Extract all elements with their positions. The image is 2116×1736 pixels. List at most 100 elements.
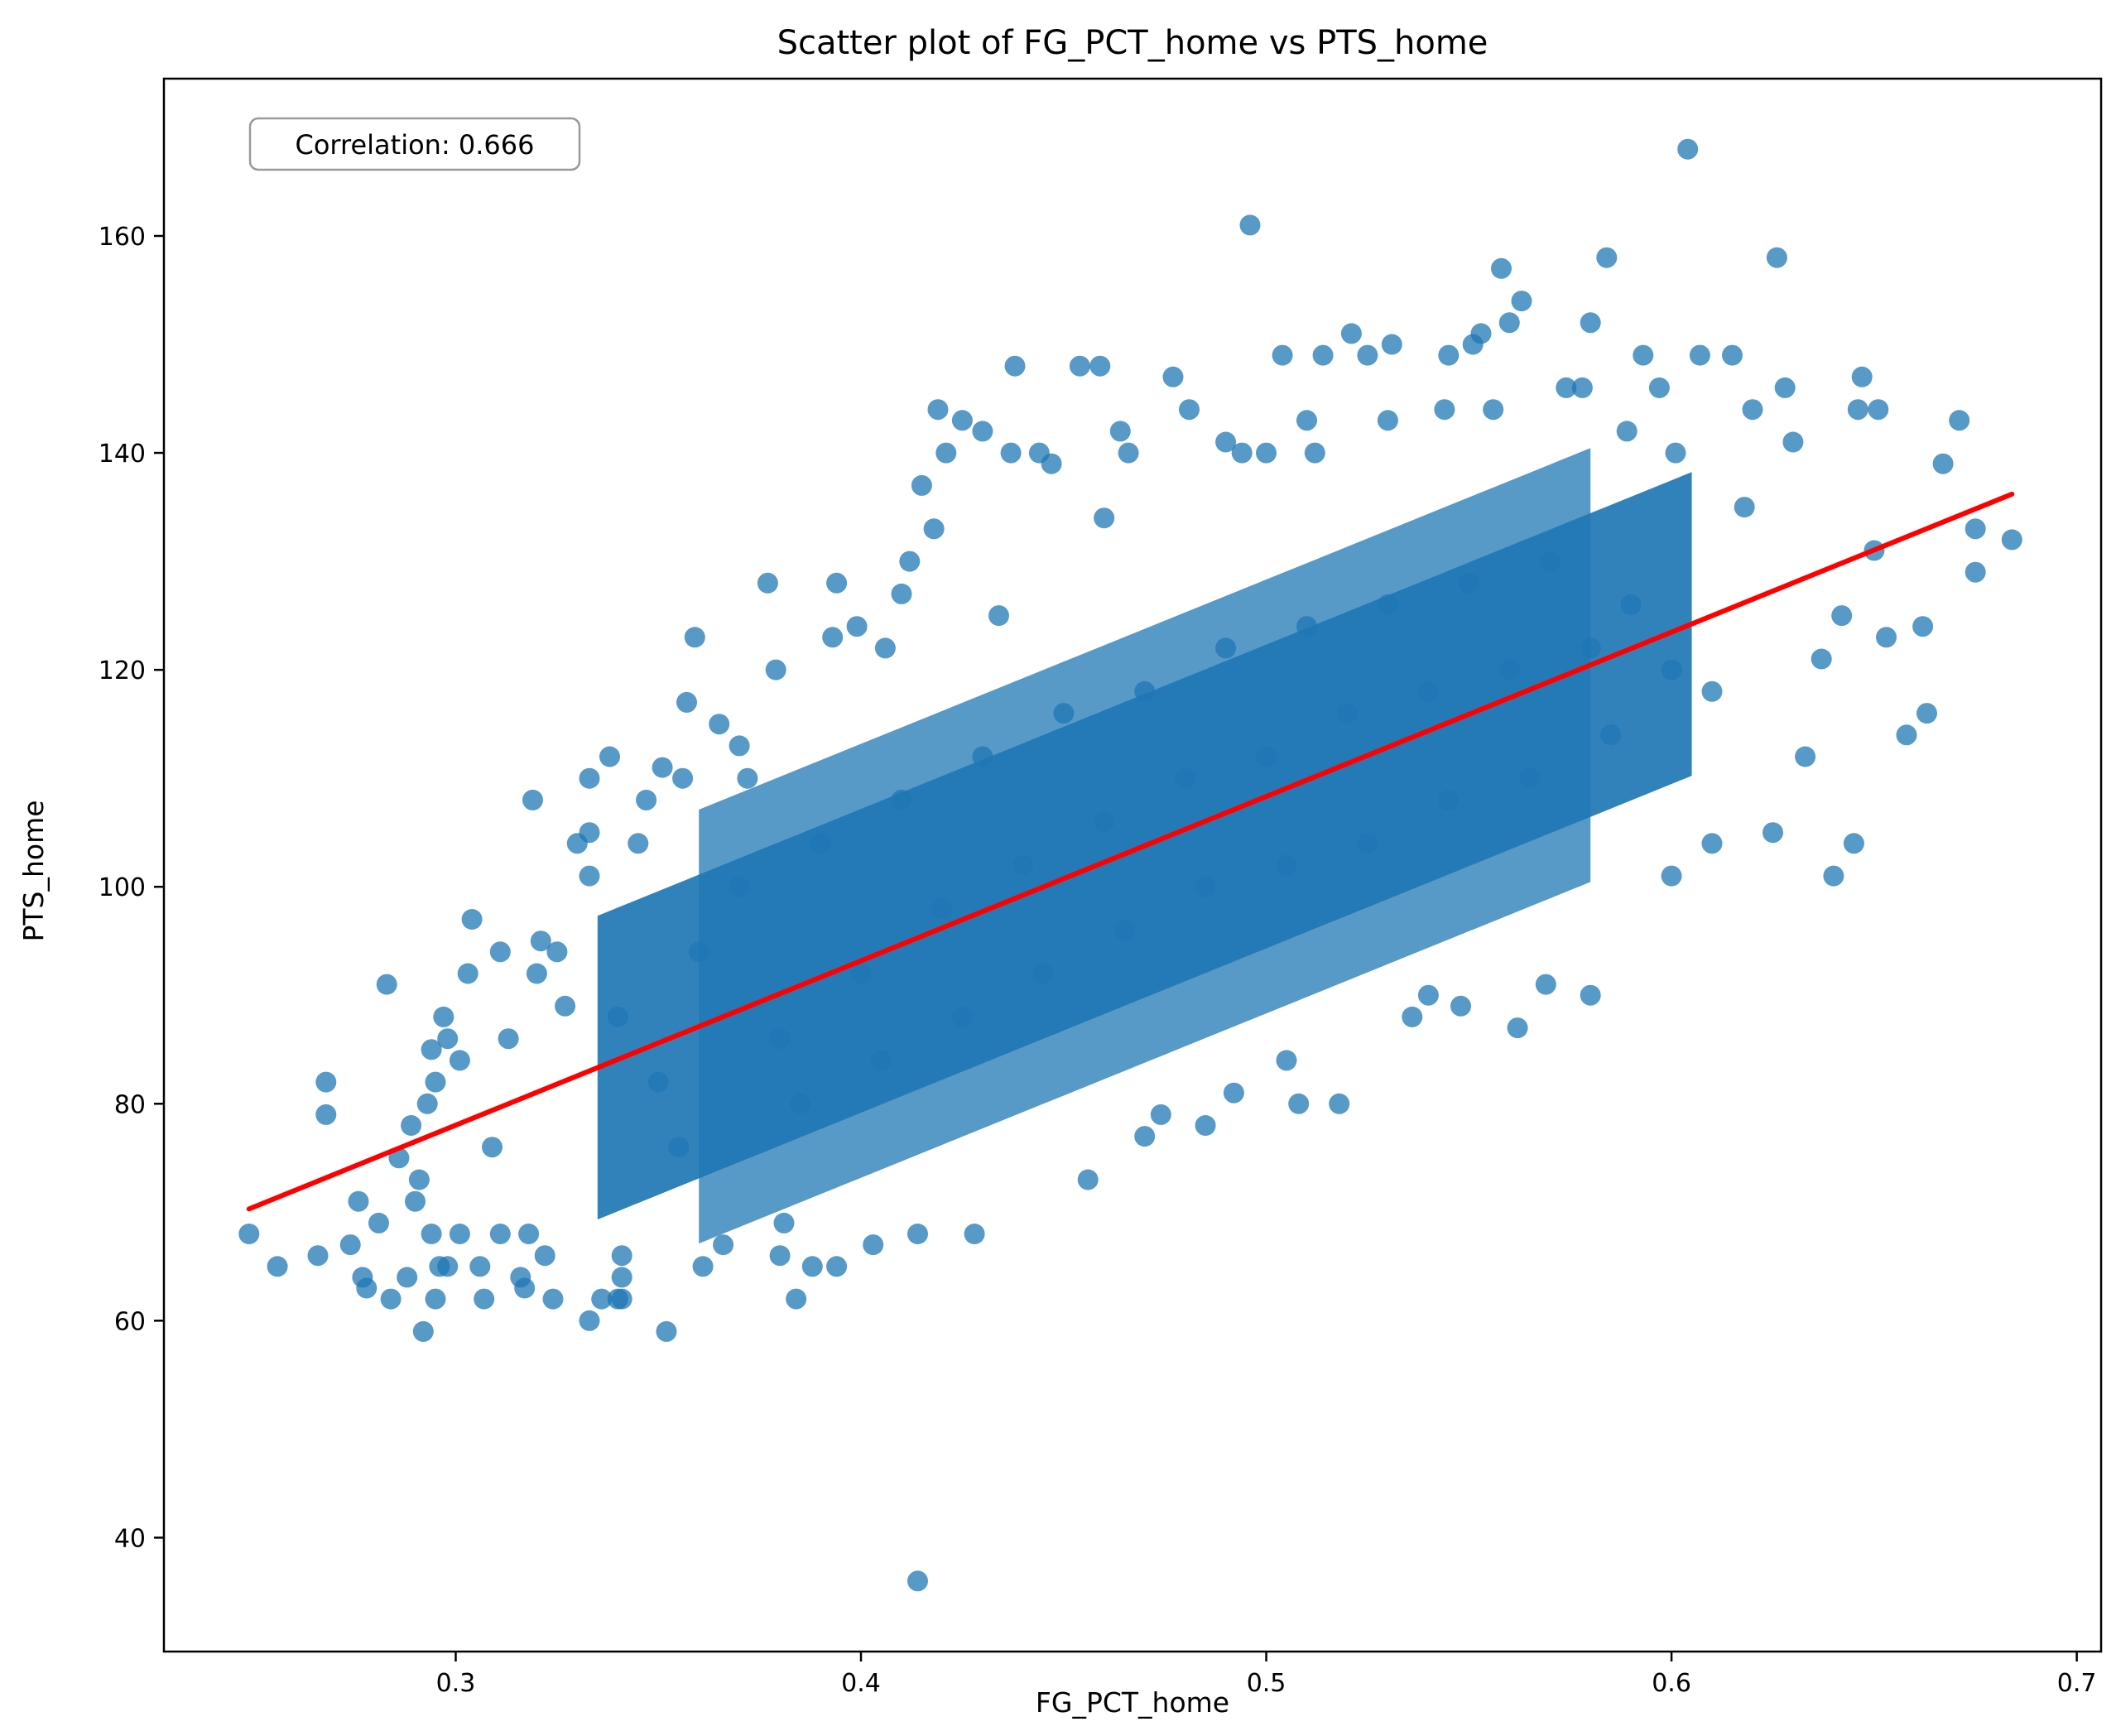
scatter-point	[1195, 1115, 1216, 1136]
scatter-point	[1032, 963, 1054, 984]
scatter-point	[433, 1006, 454, 1027]
scatter-point	[1215, 431, 1237, 453]
scatter-point	[874, 637, 896, 659]
scatter-point	[1357, 344, 1378, 366]
scatter-point	[1795, 746, 1816, 767]
scatter-point	[416, 1093, 438, 1114]
scatter-point	[579, 865, 600, 887]
scatter-point	[1381, 334, 1402, 355]
scatter-point	[1288, 1093, 1310, 1114]
scatter-point	[1823, 865, 1844, 887]
scatter-point	[1661, 865, 1682, 887]
scatter-point	[437, 1256, 459, 1277]
scatter-point	[1763, 822, 1783, 844]
scatter-point	[1094, 811, 1115, 833]
scatter-point	[1896, 724, 1917, 746]
scatter-point	[931, 897, 953, 919]
y-tick-label: 60	[114, 1307, 146, 1336]
scatter-point	[1175, 767, 1196, 789]
scatter-point	[729, 876, 750, 897]
scatter-point	[1876, 627, 1897, 648]
scatter-point	[1272, 344, 1293, 366]
x-tick-label: 0.4	[841, 1669, 881, 1698]
scatter-point	[907, 1224, 928, 1244]
scatter-point	[1648, 377, 1670, 398]
scatter-point	[656, 1320, 677, 1342]
scatter-point	[2001, 529, 2022, 551]
scatter-point	[1661, 659, 1682, 680]
scatter-point	[1134, 680, 1156, 702]
y-tick-label: 120	[99, 656, 146, 685]
scatter-point	[713, 1234, 734, 1256]
scatter-point	[826, 572, 848, 594]
scatter-point	[611, 1267, 632, 1288]
scatter-point	[368, 1212, 389, 1233]
y-tick-label: 140	[99, 440, 146, 469]
scatter-point	[461, 909, 483, 930]
scatter-point	[1094, 507, 1115, 529]
scatter-point	[356, 1277, 378, 1299]
scatter-point	[1296, 616, 1317, 637]
scatter-point	[1162, 366, 1184, 387]
scatter-point	[1438, 344, 1460, 366]
scatter-point	[951, 1006, 973, 1027]
plot-frame	[162, 77, 2103, 1653]
scatter-point	[437, 1028, 459, 1050]
scatter-point	[1519, 767, 1541, 789]
scatter-point	[1677, 138, 1699, 160]
scatter-point	[498, 1028, 519, 1050]
scatter-point	[1450, 995, 1471, 1017]
scatter-point	[591, 1288, 613, 1310]
scatter-point	[611, 1288, 632, 1310]
scatter-point	[1296, 410, 1317, 431]
scatter-point	[1357, 833, 1378, 854]
scatter-point	[267, 1256, 288, 1277]
scatter-point	[534, 1245, 555, 1267]
scatter-point	[1722, 344, 1743, 366]
scatter-point	[579, 1310, 600, 1331]
scatter-point	[907, 1570, 928, 1592]
regression-line	[246, 491, 2015, 1212]
scatter-point	[786, 1288, 807, 1310]
tick-marks: 0.3 0.4 0.5 0.6 0.7 40 60 80 100 120 140 160	[99, 223, 2097, 1698]
scatter-point	[672, 767, 694, 789]
scatter-point	[489, 941, 511, 963]
scatter-point	[1134, 1126, 1156, 1147]
scatter-point	[339, 1234, 361, 1256]
regression-line-group	[246, 491, 2015, 1212]
scatter-point	[530, 931, 551, 952]
scatter-point	[1402, 1006, 1423, 1027]
scatter-point	[729, 735, 750, 757]
scatter-point	[1195, 876, 1216, 897]
scatter-point	[469, 1256, 491, 1277]
scatter-point	[1847, 399, 1868, 421]
scatter-point	[518, 1224, 540, 1244]
scatter-point	[1004, 355, 1026, 377]
scatter-point	[514, 1277, 536, 1299]
scatter-point	[579, 822, 600, 844]
scatter-point	[826, 1256, 848, 1277]
scatter-point	[1417, 680, 1439, 702]
scatter-point	[397, 1267, 418, 1288]
scatter-point	[315, 1071, 337, 1093]
scatter-point	[405, 1190, 426, 1212]
scatter-point	[1012, 854, 1034, 876]
scatter-point	[647, 1071, 669, 1093]
scatter-point	[1337, 703, 1358, 724]
scatter-point	[1949, 410, 1970, 431]
scatter-point	[307, 1245, 329, 1267]
scatter-point	[1438, 789, 1460, 810]
scatter-point	[1179, 399, 1200, 421]
scatter-point	[1113, 920, 1135, 941]
axes	[162, 77, 2103, 1653]
scatter-point	[1312, 344, 1334, 366]
scatter-point	[1377, 594, 1398, 615]
scatter-point	[1701, 680, 1723, 702]
scatter-point	[1620, 594, 1642, 615]
scatter-point	[1831, 605, 1853, 627]
scatter-point	[1276, 854, 1297, 876]
scatter-point	[1256, 746, 1277, 767]
scatter-point	[1223, 1082, 1244, 1104]
scatter-point	[1507, 1017, 1528, 1039]
